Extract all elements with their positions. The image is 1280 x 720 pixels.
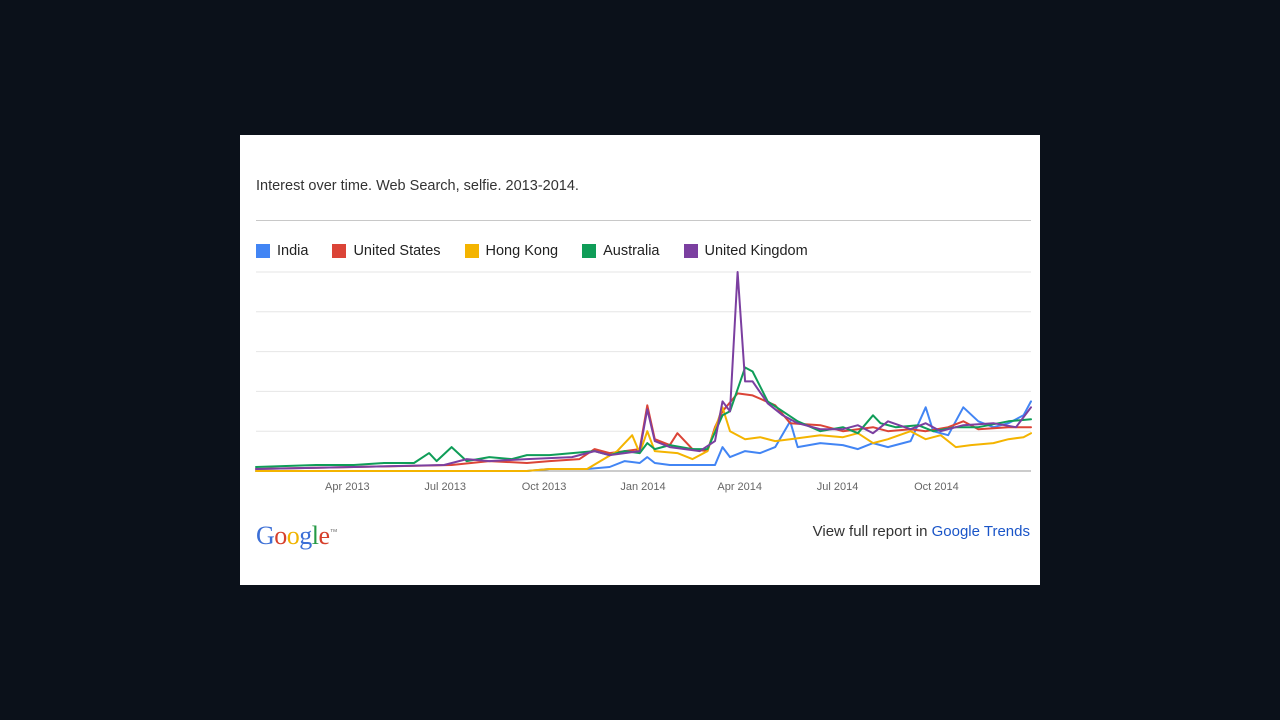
legend-swatch-united-states <box>332 244 347 258</box>
google-trends-link[interactable]: Google Trends <box>931 523 1030 540</box>
google-logo: Google™ <box>256 521 338 551</box>
legend-item-hong-kong[interactable]: Hong Kong <box>464 243 559 259</box>
logo-letter: l <box>311 521 319 550</box>
full-report: View full report in Google Trends <box>813 523 1030 540</box>
title-divider <box>256 220 1031 221</box>
logo-letter: G <box>256 521 275 550</box>
trends-card: Interest over time. Web Search, selfie. … <box>240 135 1040 585</box>
chart-title: Interest over time. Web Search, selfie. … <box>256 178 579 194</box>
logo-letter: g <box>299 521 312 550</box>
series-line-united-kingdom <box>255 271 1032 470</box>
legend-label-hong-kong: Hong Kong <box>485 243 559 259</box>
x-tick-label: Jan 2014 <box>620 481 665 493</box>
trend-chart[interactable]: Apr 2013 Jul 2013 Oct 2013 Jan 2014 Apr 2014… <box>240 135 1040 585</box>
legend-label-united-kingdom: United Kingdom <box>704 243 808 259</box>
legend-label-australia: Australia <box>603 243 660 259</box>
logo-letter: e <box>318 521 331 550</box>
legend-label-united-states: United States <box>353 243 441 259</box>
legend-item-india[interactable]: India <box>256 243 308 259</box>
x-tick-label: Apr 2014 <box>717 481 762 493</box>
legend: India United States Hong Kong Australia … <box>256 243 832 259</box>
legend-item-united-kingdom[interactable]: United Kingdom <box>683 243 808 259</box>
x-tick-label: Oct 2013 <box>522 481 567 493</box>
x-tick-label: Jul 2014 <box>817 481 859 493</box>
x-tick-label: Apr 2013 <box>325 481 370 493</box>
legend-swatch-united-kingdom <box>683 244 698 258</box>
report-prefix: View full report in <box>812 523 928 540</box>
legend-label-india: India <box>277 243 309 259</box>
legend-swatch-australia <box>582 244 597 258</box>
logo-letter: o <box>286 521 300 550</box>
x-tick-label: Jul 2013 <box>424 481 466 493</box>
series-line-hong-kong <box>255 406 1032 472</box>
legend-item-australia[interactable]: Australia <box>582 243 660 259</box>
series-line-australia <box>255 366 1032 468</box>
x-tick-label: Oct 2014 <box>914 481 959 493</box>
legend-swatch-hong-kong <box>464 244 479 258</box>
series-line-india <box>255 400 1032 472</box>
logo-trademark: ™ <box>329 527 338 537</box>
legend-swatch-india <box>256 244 270 258</box>
logo-letter: o <box>274 521 287 550</box>
legend-item-united-states[interactable]: United States <box>332 243 441 259</box>
